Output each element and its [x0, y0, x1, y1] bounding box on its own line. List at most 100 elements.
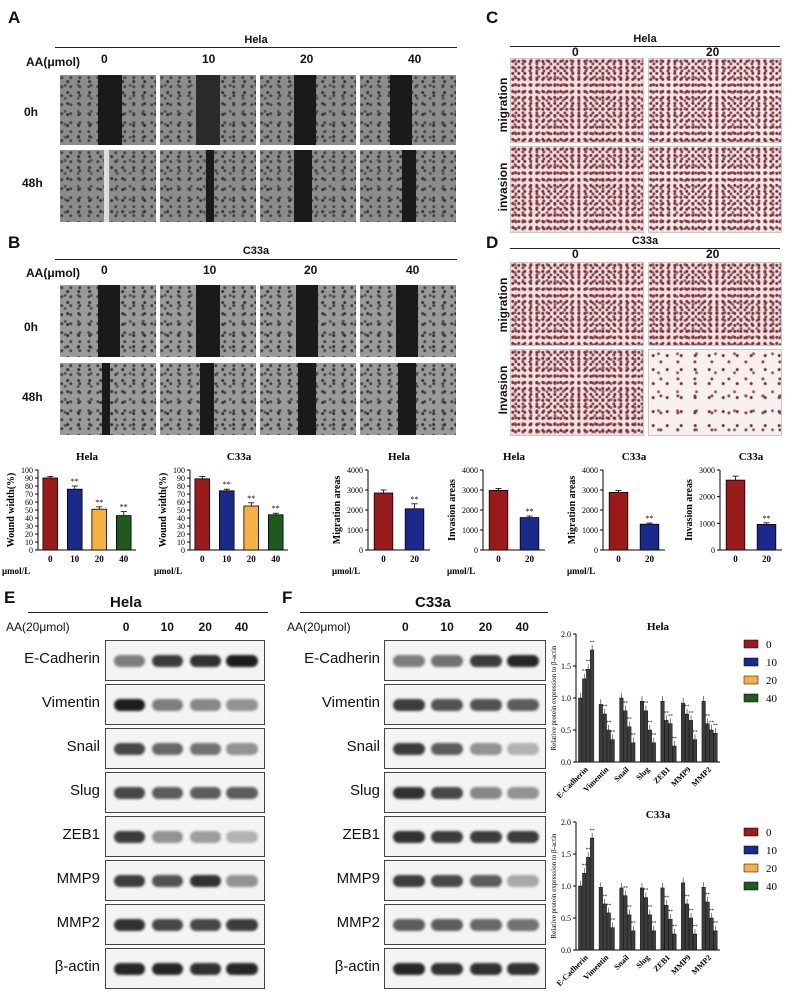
dose-label: 40: [234, 620, 249, 634]
protein-band: [189, 698, 222, 711]
y-tick-label: 1.0: [561, 882, 571, 891]
significance-mark: **: [411, 495, 419, 504]
bar: [643, 710, 648, 763]
y-tick-label: 70: [177, 490, 185, 499]
protein-label: Snail: [346, 738, 380, 755]
protein-band: [113, 698, 146, 711]
protein-label: MMP2: [336, 914, 380, 931]
y-axis-label: Invasion areas: [684, 479, 695, 541]
protein-band: [469, 786, 502, 799]
blot-strip: [105, 684, 265, 725]
bar-chart-5: 0 1000 2000 3000 4000 C33a Migration areas 0 ** 2…: [567, 451, 665, 576]
panel-b-treatment-label: AA(μmol): [26, 266, 80, 280]
wound-image: [60, 363, 156, 435]
blot-strip: [105, 904, 265, 945]
blot-strip: [384, 904, 546, 945]
significance-mark: **: [668, 910, 674, 915]
protein-band: [113, 786, 146, 799]
significance-mark: **: [643, 702, 649, 707]
x-tick-label: MMP2: [690, 953, 713, 976]
bar: [619, 887, 624, 951]
bar: [590, 837, 595, 951]
protein-label: Snail: [66, 738, 100, 755]
protein-label: ZEB1: [62, 826, 100, 843]
legend-swatch: [743, 657, 759, 667]
bar: [685, 713, 690, 763]
protein-label: Vimentin: [41, 694, 100, 711]
y-tick-label: 80: [177, 482, 185, 491]
bar: [756, 524, 777, 551]
panel-a-dose-0: 0: [101, 52, 108, 66]
bar-chart-6: 0 1000 2000 3000 C33a Invasion areas 0 ** 20: [684, 451, 782, 564]
y-tick-label: 30: [25, 522, 33, 531]
y-tick-label: 0: [594, 546, 598, 555]
significance-mark: **: [685, 705, 691, 710]
panel-label-d: D: [486, 233, 499, 252]
legend-swatch: [743, 693, 759, 703]
significance-mark: **: [705, 893, 711, 898]
bar: [608, 492, 629, 551]
protein-band: [151, 830, 184, 843]
bar: [639, 887, 644, 951]
bar: [639, 700, 644, 763]
panel-a-dose-20: 20: [300, 52, 314, 66]
wound-image: [160, 285, 256, 357]
protein-band: [431, 918, 464, 931]
protein-band: [113, 918, 146, 931]
protein-chart-2: 0.0 0.5 1.0 1.5 2.0 C33a Relative protein expr…: [550, 809, 778, 988]
panel-a-dose-10: 10: [202, 52, 216, 66]
y-tick-label: 1.5: [561, 850, 571, 859]
chart-title: C33a: [227, 451, 252, 463]
x-axis-label: μmol/L: [447, 566, 475, 576]
blot-strip: [384, 772, 546, 813]
panel-b-row-48h: 48h: [22, 390, 43, 404]
protein-band: [393, 742, 425, 755]
significance-mark: **: [582, 864, 588, 869]
y-tick-label: 30: [177, 522, 185, 531]
panel-label-e: E: [4, 588, 16, 607]
blot-strip: [105, 640, 265, 681]
significance-mark: **: [763, 514, 771, 523]
bar: [639, 523, 660, 551]
protein-chart-1: 0.0 0.5 1.0 1.5 2.0 Hela Relative protein expr…: [550, 621, 778, 800]
legend-label: 0: [766, 639, 772, 651]
panel-a-cell-title: Hela: [244, 34, 268, 46]
bar-chart-4: 0 1000 2000 3000 4000 Hela Invasion areas 0 ** 20…: [447, 451, 545, 576]
bar: [116, 515, 132, 551]
panel-b-dose-40: 40: [406, 263, 420, 277]
bar: [598, 887, 603, 951]
blot-strip: [105, 860, 265, 901]
panel-a-row-48h: 48h: [22, 176, 43, 190]
panel-f-divider: [300, 612, 548, 613]
y-tick-label: 0.5: [561, 726, 571, 735]
panel-e-cell-title: Hela: [110, 594, 142, 611]
bar: [610, 739, 615, 763]
y-tick-label: 1000: [699, 519, 715, 528]
bar: [709, 729, 714, 763]
chart-title: C33a: [622, 451, 647, 463]
protein-band: [469, 698, 502, 711]
significance-mark: **: [610, 918, 616, 923]
significance-mark: **: [631, 922, 637, 927]
legend-swatch: [743, 863, 759, 873]
protein-label: E-Cadherin: [24, 650, 100, 667]
y-tick-label: 20: [25, 530, 33, 539]
significance-mark: **: [685, 895, 691, 900]
y-tick-label: 10: [177, 538, 185, 547]
x-tick-label: 20: [645, 554, 655, 564]
protein-band: [226, 830, 258, 843]
protein-label: Vimentin: [321, 694, 380, 711]
protein-band: [393, 830, 425, 843]
significance-mark: **: [71, 477, 79, 486]
bar: [660, 700, 665, 763]
wound-image: [260, 363, 356, 435]
bar: [373, 492, 394, 551]
y-tick-label: 1000: [347, 526, 363, 535]
panel-c-cell-title: Hela: [633, 33, 657, 45]
y-axis-label: Relative protein expression to β-actin: [550, 833, 558, 939]
y-tick-label: 0.0: [561, 946, 571, 955]
y-tick-label: 60: [177, 498, 185, 507]
protein-label: β-actin: [334, 958, 380, 975]
y-tick-label: 40: [177, 514, 185, 523]
